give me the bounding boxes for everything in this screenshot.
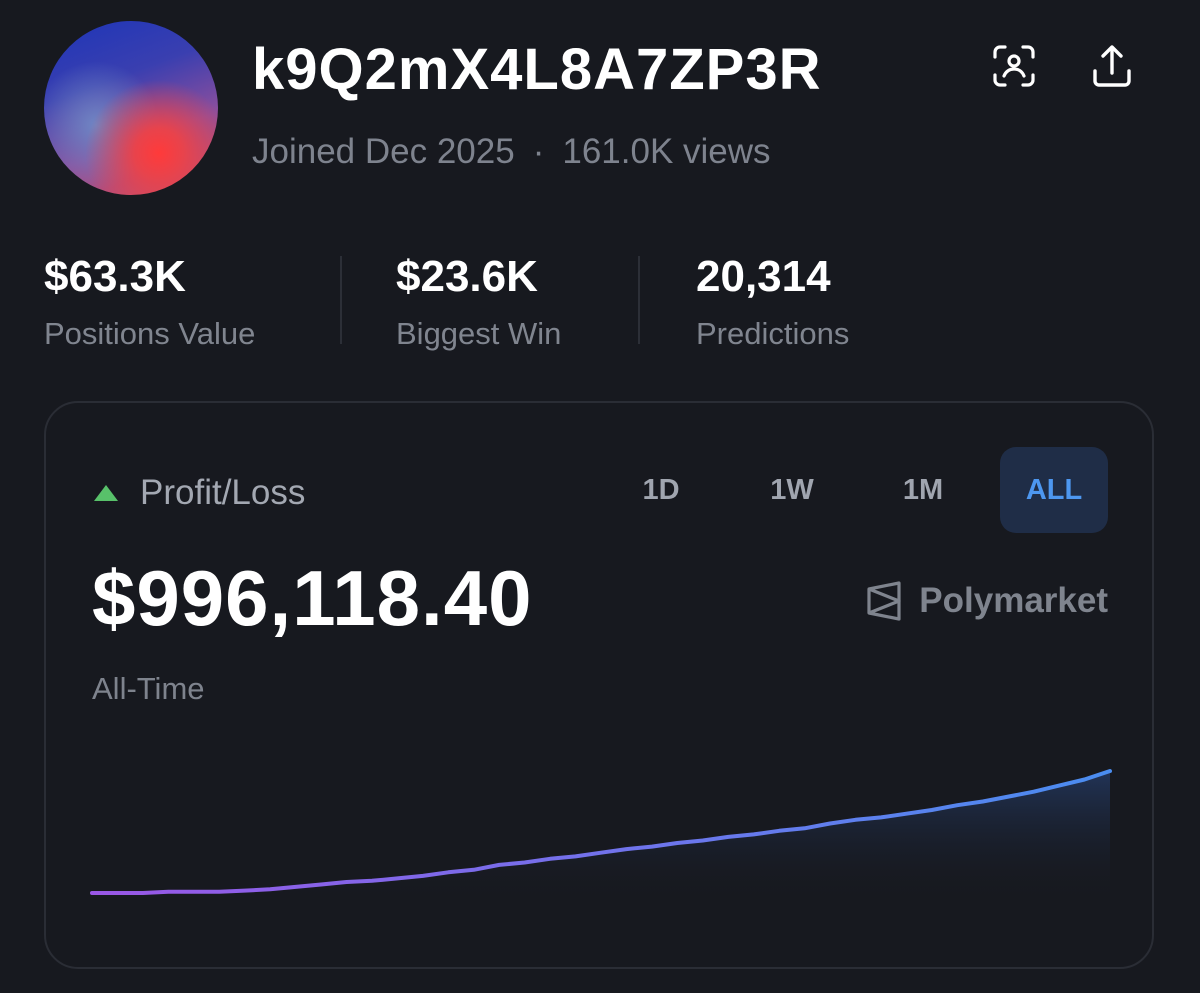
meta-separator: · — [532, 132, 545, 171]
chart-area-fill — [92, 771, 1110, 903]
pnl-label: Profit/Loss — [140, 473, 306, 512]
stat-value: $23.6K — [396, 252, 538, 301]
stat-label: Biggest Win — [396, 316, 562, 351]
range-tab-1w[interactable]: 1W — [770, 473, 814, 506]
brand-polymarket: Polymarket — [865, 581, 1108, 621]
stat-divider — [340, 256, 342, 344]
pnl-header: Profit/Loss — [94, 473, 305, 513]
trend-up-icon — [94, 485, 118, 501]
stat-label: Positions Value — [44, 316, 256, 351]
pnl-period-label: All-Time — [92, 671, 205, 706]
face-scan-button[interactable] — [988, 40, 1040, 92]
face-scan-icon — [993, 45, 1035, 87]
polymarket-logo-icon — [867, 581, 901, 621]
share-icon — [1093, 45, 1131, 87]
stat-positions-value: $63.3K Positions Value — [44, 250, 255, 352]
joined-date: Joined Dec 2025 — [252, 132, 515, 171]
pnl-card: Profit/Loss 1D 1W 1M ALL $996,118.40 Pol… — [44, 401, 1154, 969]
stat-predictions: 20,314 Predictions — [696, 250, 849, 352]
stat-value: $63.3K — [44, 252, 186, 301]
range-tab-all[interactable]: ALL — [1000, 447, 1108, 533]
brand-name: Polymarket — [919, 581, 1108, 620]
stat-label: Predictions — [696, 316, 850, 351]
username: k9Q2mX4L8A7ZP3R — [252, 37, 822, 102]
avatar — [44, 21, 218, 195]
stat-value: 20,314 — [696, 252, 831, 301]
view-count: 161.0K views — [562, 132, 771, 171]
range-selector: 1D 1W 1M ALL — [584, 447, 1108, 533]
pnl-chart — [90, 769, 1112, 903]
profile-meta: Joined Dec 2025 · 161.0K views — [252, 132, 771, 172]
range-tab-1m[interactable]: 1M — [902, 473, 944, 506]
chart-series-line — [90, 769, 1112, 895]
share-button[interactable] — [1086, 40, 1138, 92]
range-tab-1d[interactable]: 1D — [642, 473, 680, 506]
stat-biggest-win: $23.6K Biggest Win — [396, 250, 561, 352]
pnl-amount: $996,118.40 — [92, 554, 533, 642]
stat-divider — [638, 256, 640, 344]
